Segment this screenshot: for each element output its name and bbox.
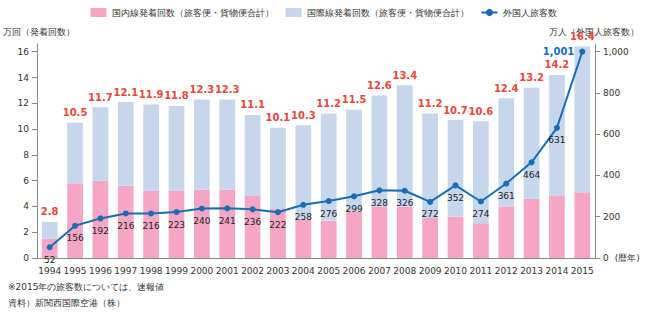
svg-text:2001: 2001	[216, 266, 239, 276]
svg-text:1996: 1996	[89, 266, 112, 276]
svg-text:(暦年): (暦年)	[615, 253, 640, 263]
svg-text:2007: 2007	[368, 266, 391, 276]
svg-text:11.7: 11.7	[88, 92, 113, 103]
svg-text:400: 400	[603, 170, 620, 180]
svg-text:12.1: 12.1	[113, 87, 138, 98]
svg-text:1,001: 1,001	[543, 46, 575, 57]
svg-text:299: 299	[345, 204, 362, 214]
svg-text:2002: 2002	[241, 266, 264, 276]
svg-text:2: 2	[23, 227, 29, 237]
svg-text:156: 156	[66, 233, 83, 243]
svg-text:2008: 2008	[393, 266, 416, 276]
svg-text:200: 200	[603, 212, 620, 222]
svg-text:1998: 1998	[140, 266, 163, 276]
svg-text:631: 631	[548, 135, 565, 145]
svg-text:216: 216	[117, 221, 134, 231]
svg-text:236: 236	[244, 217, 261, 227]
svg-text:10.6: 10.6	[469, 106, 494, 117]
svg-text:1999: 1999	[165, 266, 188, 276]
svg-text:12.3: 12.3	[190, 84, 215, 95]
svg-text:274: 274	[472, 209, 489, 219]
svg-text:2003: 2003	[267, 266, 290, 276]
svg-text:万人（外国人旅客数）: 万人（外国人旅客数）	[549, 26, 639, 37]
svg-text:13.2: 13.2	[519, 72, 544, 83]
svg-text:272: 272	[422, 209, 439, 219]
svg-text:0: 0	[603, 253, 609, 263]
svg-text:万回（発着回数）: 万回（発着回数）	[3, 27, 75, 37]
svg-text:10.1: 10.1	[266, 112, 291, 123]
svg-text:1995: 1995	[64, 266, 87, 276]
svg-text:国内線発着回数（旅客便・貨物便合計）: 国内線発着回数（旅客便・貨物便合計）	[112, 8, 274, 18]
svg-text:16: 16	[18, 47, 30, 57]
svg-text:241: 241	[219, 216, 236, 226]
svg-text:資料）新関西国際空港（株）: 資料）新関西国際空港（株）	[8, 298, 125, 308]
svg-text:12.3: 12.3	[215, 84, 240, 95]
svg-text:8: 8	[23, 150, 29, 160]
svg-text:52: 52	[44, 255, 55, 265]
svg-text:外国人旅客数: 外国人旅客数	[503, 8, 557, 18]
svg-text:352: 352	[447, 193, 464, 203]
svg-text:2009: 2009	[419, 266, 442, 276]
svg-text:1994: 1994	[38, 266, 61, 276]
svg-text:464: 464	[523, 170, 540, 180]
svg-text:2005: 2005	[317, 266, 340, 276]
svg-text:328: 328	[371, 198, 388, 208]
svg-text:10.3: 10.3	[291, 110, 316, 121]
svg-text:2012: 2012	[495, 266, 518, 276]
svg-text:222: 222	[269, 220, 286, 230]
svg-text:800: 800	[603, 88, 620, 98]
svg-text:2011: 2011	[469, 266, 492, 276]
svg-text:10.5: 10.5	[63, 107, 88, 118]
svg-text:11.1: 11.1	[240, 99, 265, 110]
svg-text:国際線発着回数（旅客便・貨物便合計）: 国際線発着回数（旅客便・貨物便合計）	[307, 8, 469, 18]
svg-text:2013: 2013	[520, 266, 543, 276]
svg-text:216: 216	[143, 221, 160, 231]
svg-text:192: 192	[92, 226, 109, 236]
svg-text:11.2: 11.2	[418, 98, 443, 109]
svg-text:2010: 2010	[444, 266, 467, 276]
svg-text:14.2: 14.2	[545, 59, 570, 70]
svg-text:11.9: 11.9	[139, 89, 164, 100]
svg-text:600: 600	[603, 129, 620, 139]
svg-text:1997: 1997	[114, 266, 137, 276]
svg-text:276: 276	[320, 209, 337, 219]
svg-text:6: 6	[23, 176, 29, 186]
svg-text:10.7: 10.7	[443, 105, 468, 116]
svg-text:11.5: 11.5	[342, 94, 367, 105]
svg-text:13.4: 13.4	[392, 70, 417, 81]
svg-text:258: 258	[295, 212, 312, 222]
svg-text:12.4: 12.4	[494, 83, 519, 94]
svg-text:※2015年の旅客数については、速報値: ※2015年の旅客数については、速報値	[8, 282, 164, 292]
svg-text:361: 361	[498, 191, 515, 201]
svg-text:2004: 2004	[292, 266, 315, 276]
svg-text:14: 14	[18, 73, 30, 83]
svg-text:2014: 2014	[546, 266, 569, 276]
svg-text:326: 326	[396, 198, 413, 208]
svg-text:2006: 2006	[343, 266, 366, 276]
svg-text:11.8: 11.8	[164, 90, 189, 101]
svg-text:2.8: 2.8	[41, 206, 59, 217]
svg-text:2015: 2015	[571, 266, 594, 276]
svg-text:240: 240	[193, 216, 210, 226]
svg-text:2000: 2000	[190, 266, 213, 276]
svg-text:10: 10	[18, 124, 30, 134]
svg-text:1,000: 1,000	[603, 47, 629, 57]
svg-text:11.2: 11.2	[316, 98, 341, 109]
svg-text:0: 0	[23, 253, 29, 263]
svg-text:4: 4	[23, 201, 29, 211]
svg-text:12: 12	[18, 98, 29, 108]
svg-text:16.4: 16.4	[570, 31, 595, 42]
svg-text:12.6: 12.6	[367, 80, 392, 91]
svg-text:223: 223	[168, 220, 185, 230]
